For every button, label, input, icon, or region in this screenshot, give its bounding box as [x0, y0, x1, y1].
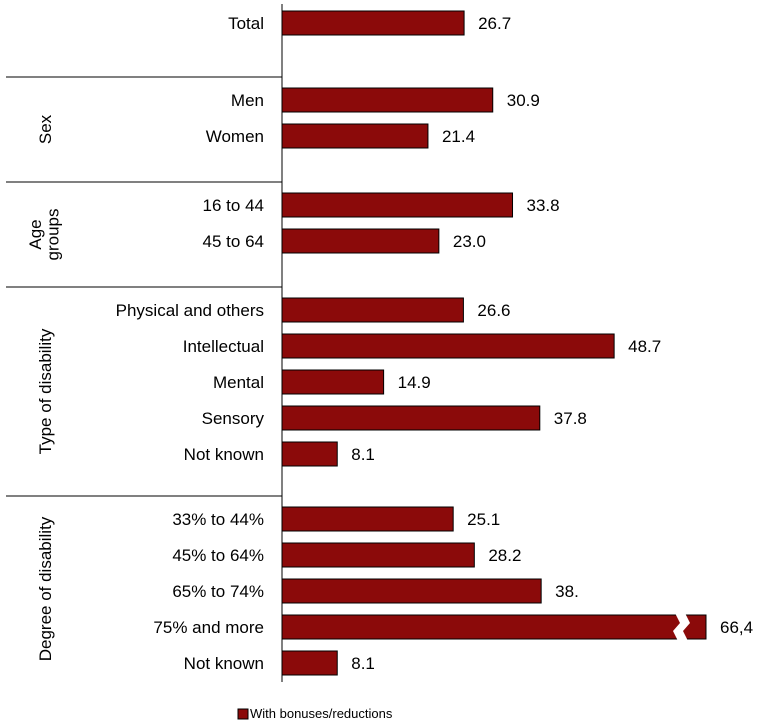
legend-swatch — [237, 708, 249, 720]
data-label: 14.9 — [398, 373, 431, 392]
category-label: Intellectual — [183, 337, 264, 356]
group-label: Sex — [36, 114, 55, 144]
data-label: 8.1 — [351, 445, 375, 464]
category-label: 45 to 64 — [203, 232, 264, 251]
data-label: 33.8 — [527, 196, 560, 215]
data-label: 26.6 — [477, 301, 510, 320]
category-label: 75% and more — [153, 618, 264, 637]
category-label: Not known — [184, 654, 264, 673]
category-label: Women — [206, 127, 264, 146]
data-label: 37.8 — [554, 409, 587, 428]
category-label: Mental — [213, 373, 264, 392]
bar-not-known — [281, 650, 338, 676]
bar-not-known — [281, 441, 338, 467]
bar-33-to-44 — [281, 506, 454, 532]
group-label: Type of disability — [36, 328, 55, 454]
data-label: 48.7 — [628, 337, 661, 356]
data-label: 66,4 — [720, 618, 753, 637]
bar-75-and-more — [281, 614, 707, 640]
category-label: 33% to 44% — [172, 510, 264, 529]
data-label: 23.0 — [453, 232, 486, 251]
data-label: 21.4 — [442, 127, 475, 146]
bar-65-to-74 — [281, 578, 542, 604]
bar-intellectual — [281, 333, 615, 359]
bar-women — [281, 123, 429, 149]
data-label: 26.7 — [478, 14, 511, 33]
data-label: 25.1 — [467, 510, 500, 529]
group-label: Agegroups — [26, 209, 63, 261]
category-label: Not known — [184, 445, 264, 464]
category-label: Total — [228, 14, 264, 33]
bar-total — [281, 10, 465, 36]
bar-physical-and-others — [281, 297, 464, 323]
data-label: 38. — [555, 582, 579, 601]
category-label: 65% to 74% — [172, 582, 264, 601]
category-label: 16 to 44 — [203, 196, 264, 215]
legend-label: With bonuses/reductions — [250, 706, 393, 721]
category-label: Physical and others — [116, 301, 264, 320]
bar-mental — [281, 369, 385, 395]
group-label-line: groups — [44, 209, 63, 261]
category-label: Sensory — [202, 409, 265, 428]
group-label: Degree of disability — [36, 516, 55, 661]
bar-45-to-64 — [281, 228, 440, 254]
data-label: 30.9 — [507, 91, 540, 110]
data-label: 8.1 — [351, 654, 375, 673]
axis-break-mark — [673, 613, 690, 641]
category-label: Men — [231, 91, 264, 110]
category-label: 45% to 64% — [172, 546, 264, 565]
bar-men — [281, 87, 494, 113]
bar-16-to-44 — [281, 192, 514, 218]
group-label-line: Age — [26, 219, 45, 249]
bar-sensory — [281, 405, 541, 431]
bar-45-to-64 — [281, 542, 475, 568]
data-label: 28.2 — [488, 546, 521, 565]
